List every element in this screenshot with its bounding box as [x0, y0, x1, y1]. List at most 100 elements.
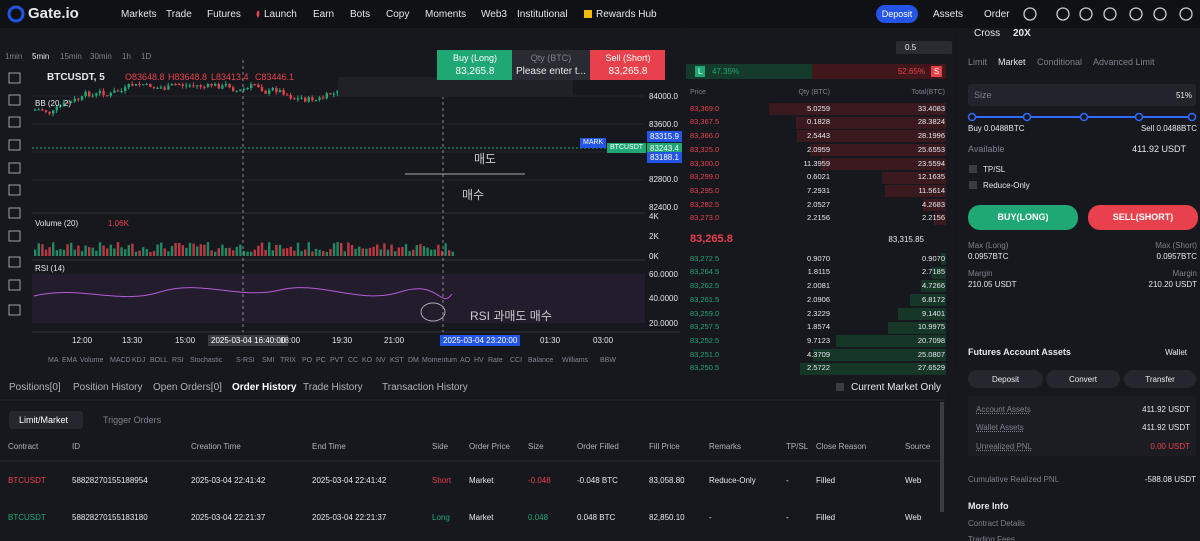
indicator-button[interactable]: SMI — [262, 357, 275, 364]
indicator-button[interactable]: MA — [48, 357, 59, 364]
nav-item[interactable]: Assets — [933, 8, 964, 20]
account-button-label[interactable]: Deposit — [991, 374, 1020, 384]
book-price[interactable]: 83,257.5 — [690, 322, 720, 332]
quick-buy-price[interactable]: 83,265.8 — [455, 65, 495, 77]
indicator-button[interactable]: BOLL — [150, 357, 168, 364]
account-button-label[interactable]: Convert — [1068, 374, 1097, 384]
indicator-button[interactable]: AO — [460, 357, 471, 364]
orders-tab[interactable]: Positions[0] — [9, 381, 61, 393]
deposit-link[interactable]: Deposit — [881, 9, 913, 19]
indicator-button[interactable]: Volume — [80, 357, 104, 364]
book-price[interactable]: 83,369.0 — [690, 103, 720, 113]
precision[interactable]: 0.5 — [905, 42, 917, 52]
wallet-link[interactable]: Wallet — [1165, 347, 1187, 357]
indicator-button[interactable]: PVT — [330, 357, 344, 364]
book-price[interactable]: 83,251.0 — [690, 349, 720, 359]
orders-tab[interactable]: Order History — [232, 381, 297, 393]
indicator-button[interactable]: Balance — [528, 357, 554, 364]
nav-item[interactable]: Copy — [386, 8, 410, 20]
nav-item[interactable]: Web3 — [481, 8, 507, 20]
nav-item[interactable]: Moments — [425, 8, 467, 20]
indicator-button[interactable]: RSI — [172, 357, 184, 364]
subtab-active[interactable] — [9, 411, 83, 429]
order-type-tab[interactable]: Conditional — [1037, 57, 1083, 67]
info-link[interactable]: Trading Fees — [968, 534, 1015, 541]
indicator-button[interactable]: CC — [348, 357, 359, 364]
quick-sell-price[interactable]: 83,265.8 — [608, 65, 648, 77]
nav-item[interactable]: Institutional — [517, 8, 568, 20]
nav-item[interactable]: Order — [984, 8, 1010, 20]
quick-buy-label[interactable]: Buy (Long) — [452, 53, 498, 63]
qty-input[interactable]: Please enter t... — [515, 65, 587, 77]
nav-item[interactable]: Rewards Hub — [596, 8, 657, 20]
orders-tab[interactable]: Trade History — [303, 381, 363, 393]
nav-item[interactable]: Launch — [264, 8, 297, 20]
checkbox[interactable] — [969, 181, 977, 189]
timeframe[interactable]: 1h — [122, 51, 131, 61]
book-price[interactable]: 83,252.5 — [690, 335, 720, 345]
size-input[interactable] — [968, 84, 1196, 106]
nav-item[interactable]: Trade — [166, 8, 192, 20]
nav-item[interactable]: Earn — [313, 8, 335, 20]
order-type-tab[interactable]: Limit — [968, 57, 988, 67]
precision-select[interactable] — [896, 41, 952, 54]
orders-tab[interactable]: Position History — [73, 381, 143, 393]
margin-mode[interactable]: Cross — [974, 27, 1001, 39]
order-type-tab[interactable]: Advanced Limit — [1093, 57, 1155, 67]
indicator-button[interactable]: NV — [376, 357, 386, 364]
book-price[interactable]: 83,300.0 — [690, 158, 720, 168]
account-button[interactable] — [968, 370, 1043, 388]
indicator-button[interactable]: PC — [316, 357, 326, 364]
quick-buy[interactable] — [437, 50, 512, 80]
indicator-button[interactable]: TRIX — [280, 357, 296, 364]
order-type-tab[interactable]: Market — [998, 57, 1026, 67]
reduce-only-option[interactable]: Reduce-Only — [983, 180, 1030, 190]
indicator-button[interactable]: Momentum — [422, 357, 458, 364]
tpsl-option[interactable]: TP/SL — [983, 164, 1006, 174]
info-link[interactable]: Contract Details — [968, 518, 1025, 528]
account-button[interactable] — [1046, 370, 1120, 388]
book-price[interactable]: 83,261.5 — [690, 294, 720, 304]
indicator-button[interactable]: BBW — [600, 357, 616, 364]
indicator-button[interactable]: Stochastic — [190, 357, 223, 364]
account-button-label[interactable]: Transfer — [1145, 374, 1175, 384]
nav-item[interactable]: Markets — [121, 8, 157, 20]
indicator-button[interactable]: HV — [474, 357, 484, 364]
indicator-button[interactable]: EMA — [62, 357, 78, 364]
indicator-button[interactable]: Williams — [562, 357, 589, 364]
timeframe[interactable]: 5min — [32, 51, 50, 61]
book-price[interactable]: 83,259.0 — [690, 308, 720, 318]
quick-sell-label[interactable]: Sell (Short) — [605, 53, 651, 63]
nav-item[interactable]: Bots — [350, 8, 371, 20]
sell-button-label[interactable]: SELL(SHORT) — [1112, 212, 1174, 222]
indicator-button[interactable]: MACD — [110, 357, 131, 364]
book-price[interactable]: 83,295.0 — [690, 185, 720, 195]
book-price[interactable]: 83,273.0 — [690, 213, 720, 223]
sell-button[interactable] — [1088, 205, 1198, 230]
timeframe[interactable]: 15min — [60, 51, 82, 61]
checkbox[interactable] — [836, 383, 844, 391]
timeframe[interactable]: 1D — [141, 51, 152, 61]
buy-button[interactable] — [968, 205, 1078, 230]
book-price[interactable]: 83,282.5 — [690, 199, 720, 209]
orders-tab[interactable]: Transaction History — [382, 381, 468, 393]
timeframe[interactable]: 1min — [5, 51, 23, 61]
market-filter[interactable]: Current Market Only — [851, 381, 942, 393]
timeframe[interactable]: 30min — [90, 51, 112, 61]
checkbox[interactable] — [969, 165, 977, 173]
buy-button-label[interactable]: BUY(LONG) — [997, 212, 1049, 222]
indicator-button[interactable]: CCI — [510, 357, 523, 364]
indicator-button[interactable]: S-RSI — [236, 357, 255, 364]
book-price[interactable]: 83,272.5 — [690, 253, 720, 263]
book-price[interactable]: 83,250.5 — [690, 363, 720, 373]
indicator-button[interactable]: KDJ — [132, 357, 146, 364]
nav-item[interactable]: Futures — [207, 8, 241, 20]
book-price[interactable]: 83,299.0 — [690, 172, 720, 182]
book-price[interactable]: 83,367.5 — [690, 117, 720, 127]
indicator-button[interactable]: DM — [408, 357, 419, 364]
leverage[interactable]: 20X — [1013, 27, 1031, 39]
book-price[interactable]: 83,262.5 — [690, 281, 720, 291]
indicator-button[interactable]: PO — [302, 357, 313, 364]
indicator-button[interactable]: Rate — [488, 357, 503, 364]
book-price[interactable]: 83,264.5 — [690, 267, 720, 277]
